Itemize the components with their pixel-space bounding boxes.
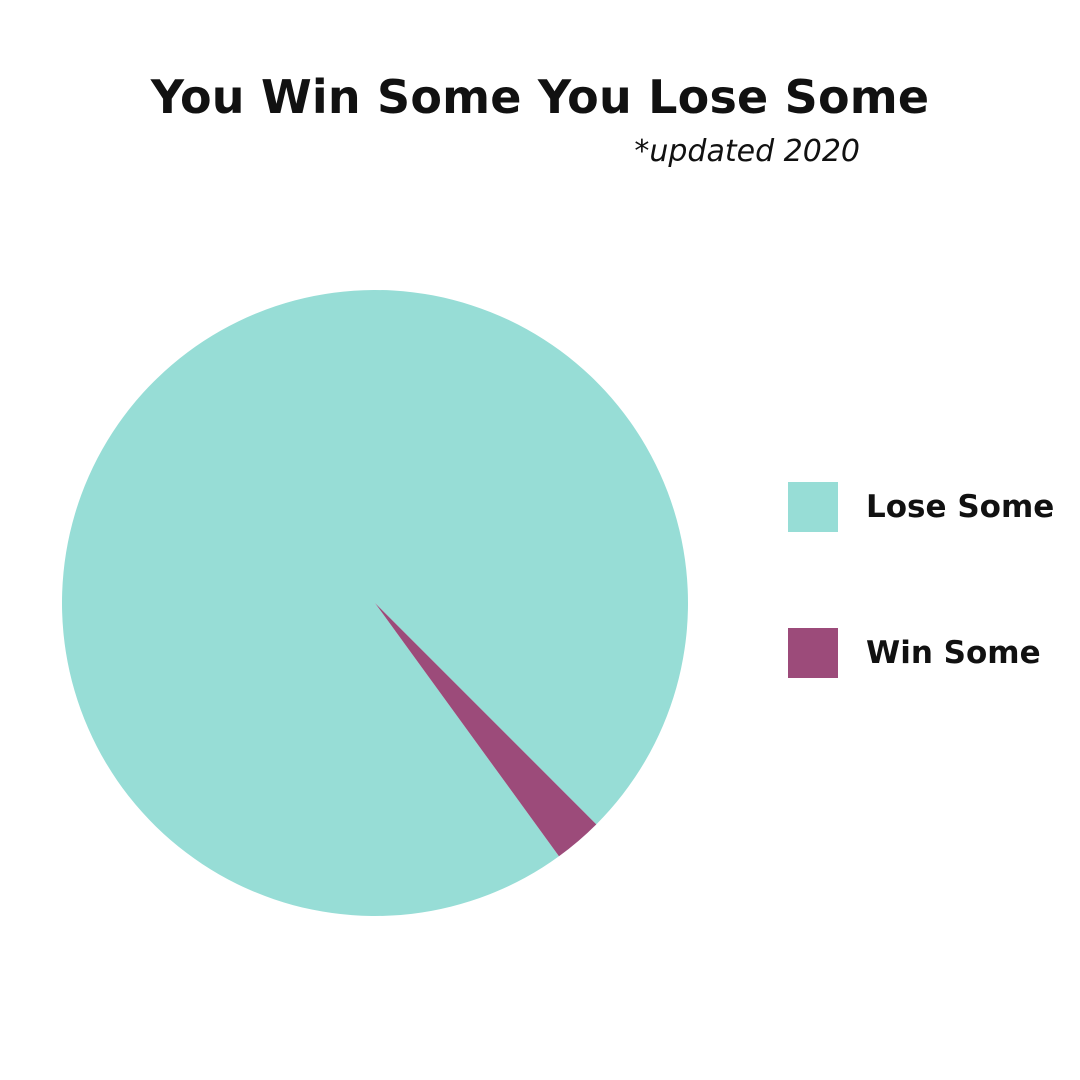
legend-label-lose-some: Lose Some bbox=[866, 489, 1055, 525]
chart-subtitle: *updated 2020 bbox=[634, 134, 860, 169]
legend-label-win-some: Win Some bbox=[866, 635, 1041, 671]
legend-swatch-win-some bbox=[788, 628, 838, 678]
pie-slice-lose-some bbox=[61, 290, 688, 916]
pie-slice-win-some bbox=[375, 603, 597, 857]
chart-title: You Win Some You Lose Some bbox=[150, 70, 930, 124]
legend-swatch-lose-some bbox=[788, 482, 838, 532]
legend-item-win-some: Win Some bbox=[788, 628, 1041, 678]
legend-item-lose-some: Lose Some bbox=[788, 482, 1054, 532]
